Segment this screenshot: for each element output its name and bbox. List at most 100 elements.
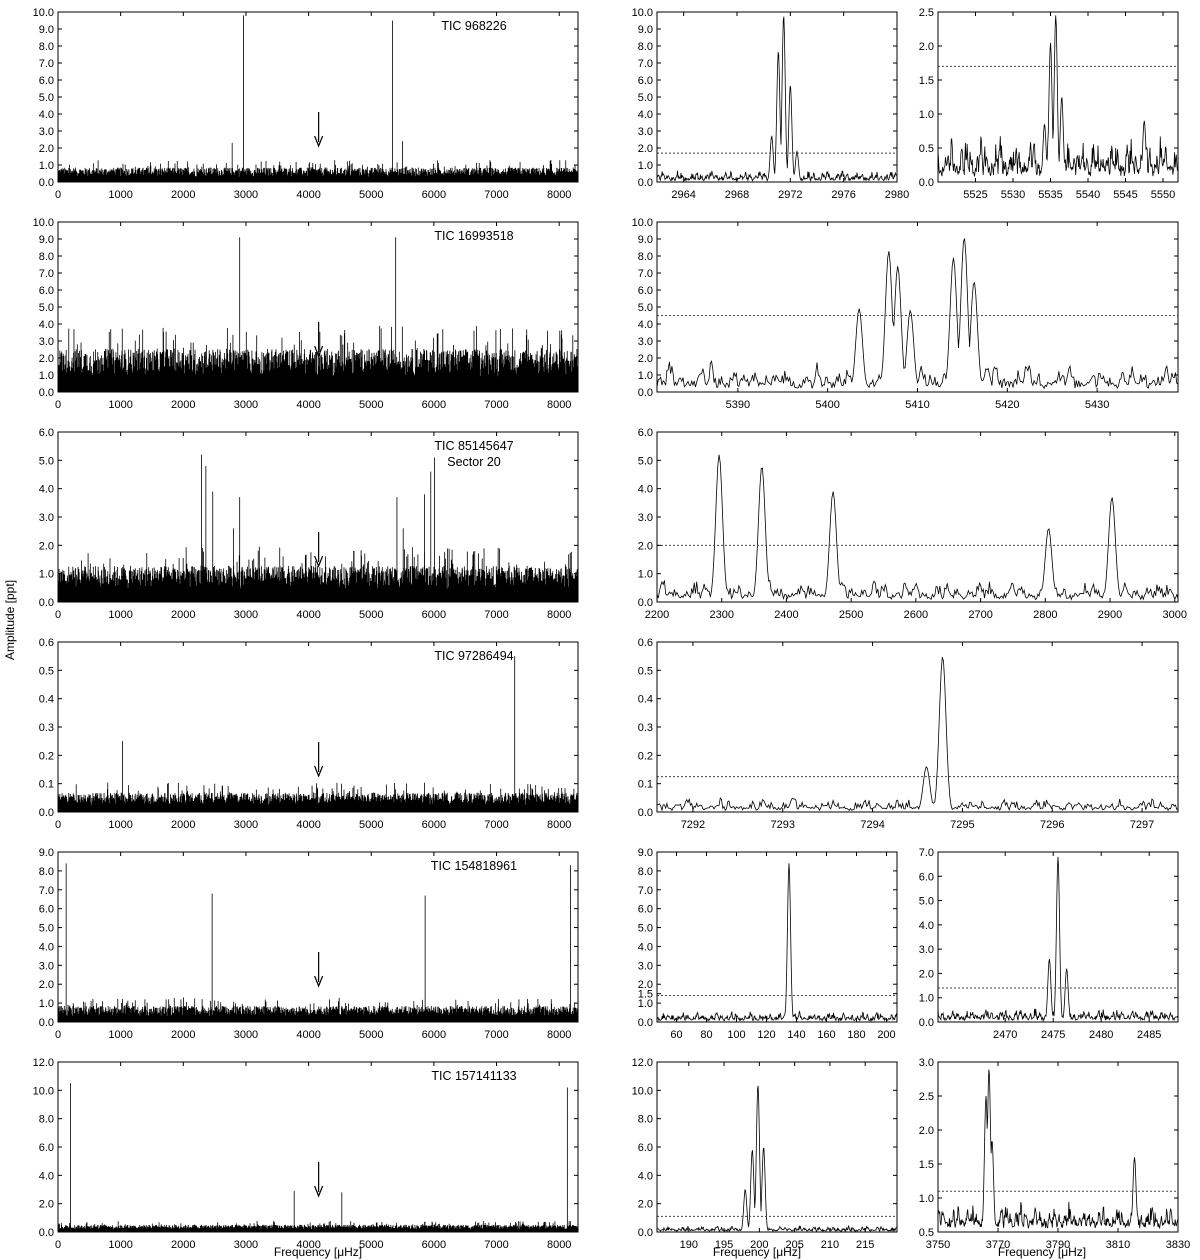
y-tick-label: 0.0	[638, 807, 653, 819]
x-tick-label: 0	[55, 609, 61, 621]
x-tick-label: 7000	[484, 609, 508, 621]
x-tick-label: 2000	[171, 189, 195, 201]
x-tick-label: 6000	[422, 189, 446, 201]
y-tick-label: 2.0	[919, 41, 934, 53]
panel-4-0: 0.0 1.0 2.0 3.0 4.0 5.0 6.0 7.0 8.0 9.0 0 1000 2000 3…	[39, 847, 579, 1041]
y-tick-label: 2.0	[919, 1125, 934, 1137]
x-tick-label: 7295	[950, 819, 974, 831]
y-tick-label: 0.1	[638, 779, 653, 791]
y-tick-label: 9.0	[638, 234, 653, 246]
y-tick-label: 1.5	[919, 1159, 934, 1171]
x-tick-label: 5000	[359, 1239, 383, 1251]
x-tick-label: 1000	[108, 189, 132, 201]
x-tick-label: 200	[877, 1029, 895, 1041]
y-tick-label: 7.0	[638, 885, 653, 897]
x-tick-label: 140	[787, 1029, 805, 1041]
x-tick-label: 7293	[771, 819, 795, 831]
x-tick-label: 4000	[296, 819, 320, 831]
x-tick-label: 4000	[296, 399, 320, 411]
x-tick-label: 3750	[926, 1239, 950, 1251]
amplitude-spectrum	[656, 656, 1179, 812]
x-tick-label: 3790	[1046, 1239, 1070, 1251]
y-tick-label: 3.0	[919, 1057, 934, 1069]
y-tick-label: 4.0	[638, 109, 653, 121]
x-tick-label: 100	[727, 1029, 745, 1041]
x-tick-label: 4000	[296, 609, 320, 621]
y-tick-label: 1.5	[919, 75, 934, 87]
x-tick-label: 6000	[422, 1239, 446, 1251]
y-tick-label: 0.0	[39, 177, 54, 189]
y-tick-label: 4.0	[39, 109, 54, 121]
x-tick-label: 7000	[484, 819, 508, 831]
x-tick-label: 7292	[681, 819, 705, 831]
x-tick-label: 5550	[1151, 189, 1175, 201]
y-tick-label: 6.0	[39, 904, 54, 916]
x-axis-label-left: Frequency [μHz]	[274, 1245, 362, 1259]
y-tick-label: 8.0	[39, 866, 54, 878]
y-tick-label: 6.0	[39, 1142, 54, 1154]
panel-2-0: 0.0 1.0 2.0 3.0 4.0 5.0 6.0 0 1000 2000 3000 4000 50…	[39, 427, 579, 621]
x-tick-label: 8000	[547, 189, 571, 201]
y-tick-label: 1.0	[39, 160, 54, 172]
panel-3-0: 0.0 0.1 0.2 0.3 0.4 0.5 0.6 0 1000 2000 3000 4000 50…	[39, 637, 579, 831]
x-tick-label: 2000	[171, 1029, 195, 1041]
amplitude-spectrum	[57, 15, 579, 182]
x-tick-label: 2968	[725, 189, 749, 201]
amplitude-spectrum	[656, 1085, 898, 1233]
panel-2-1: 0.0 1.0 2.0 3.0 4.0 5.0 6.0 2200 2300 2400 2500 260…	[638, 427, 1187, 621]
amplitude-spectrum	[57, 237, 579, 392]
x-tick-label: 0	[55, 819, 61, 831]
plot-frame	[57, 851, 579, 1023]
amplitude-spectrum	[656, 454, 1179, 601]
x-tick-label: 5430	[1085, 399, 1109, 411]
y-tick-label: 8.0	[638, 41, 653, 53]
x-tick-label: 4000	[296, 1029, 320, 1041]
x-tick-label: 2500	[839, 609, 863, 621]
x-tick-label: 2470	[993, 1029, 1017, 1041]
x-tick-label: 2800	[1033, 609, 1057, 621]
x-tick-label: 4000	[296, 189, 320, 201]
y-tick-label: 5.0	[39, 302, 54, 314]
panel-4-1: 0.0 1.01.52.0 3.0 4.0 5.0 6.0 7.0 8.0 9.0 60 80 100…	[638, 847, 898, 1041]
arrow-head-icon	[314, 135, 324, 148]
x-tick-label: 5000	[359, 1029, 383, 1041]
x-tick-label: 2300	[709, 609, 733, 621]
plot-frame	[937, 1061, 1179, 1233]
y-tick-label: 6.0	[39, 427, 54, 439]
x-tick-label: 1000	[108, 1029, 132, 1041]
x-tick-label: 0	[55, 1239, 61, 1251]
y-tick-label: 10.0	[33, 7, 54, 19]
y-tick-label: 9.0	[638, 847, 653, 859]
x-tick-label: 190	[680, 1239, 698, 1251]
plot-frame	[57, 1061, 579, 1233]
y-tick-label: 8.0	[638, 866, 653, 878]
y-tick-label: 0.0	[919, 177, 934, 189]
y-tick-label: 5.0	[638, 302, 653, 314]
amplitude-spectrum	[937, 856, 1179, 1022]
x-tick-label: 5000	[359, 609, 383, 621]
y-axis-label: Amplitude [ppt]	[3, 580, 17, 660]
y-tick-label: 2.0	[39, 979, 54, 991]
y-tick-label: 0.5	[638, 665, 653, 677]
y-tick-label: 10.0	[632, 1085, 653, 1097]
x-tick-label: 2475	[1041, 1029, 1065, 1041]
y-tick-label: 1.0	[39, 998, 54, 1010]
x-tick-label: 8000	[547, 399, 571, 411]
x-tick-label: 7296	[1040, 819, 1064, 831]
x-tick-label: 5540	[1076, 189, 1100, 201]
y-tick-label: 4.0	[919, 920, 934, 932]
x-tick-label: 1000	[108, 609, 132, 621]
y-tick-label: 5.0	[638, 923, 653, 935]
x-tick-label: 2000	[171, 1239, 195, 1251]
star-label: TIC 968226	[441, 19, 506, 33]
y-tick-label: 4.0	[638, 319, 653, 331]
y-tick-label: 0.0	[919, 1017, 934, 1029]
y-tick-label: 9.0	[39, 234, 54, 246]
star-label: TIC 157141133	[431, 1069, 516, 1083]
y-tick-label: 2.0	[638, 143, 653, 155]
y-tick-label: 2.0	[39, 540, 54, 552]
x-tick-label: 2972	[778, 189, 802, 201]
y-tick-label: 8.0	[39, 251, 54, 263]
x-tick-label: 6000	[422, 399, 446, 411]
x-tick-label: 5535	[1038, 189, 1062, 201]
